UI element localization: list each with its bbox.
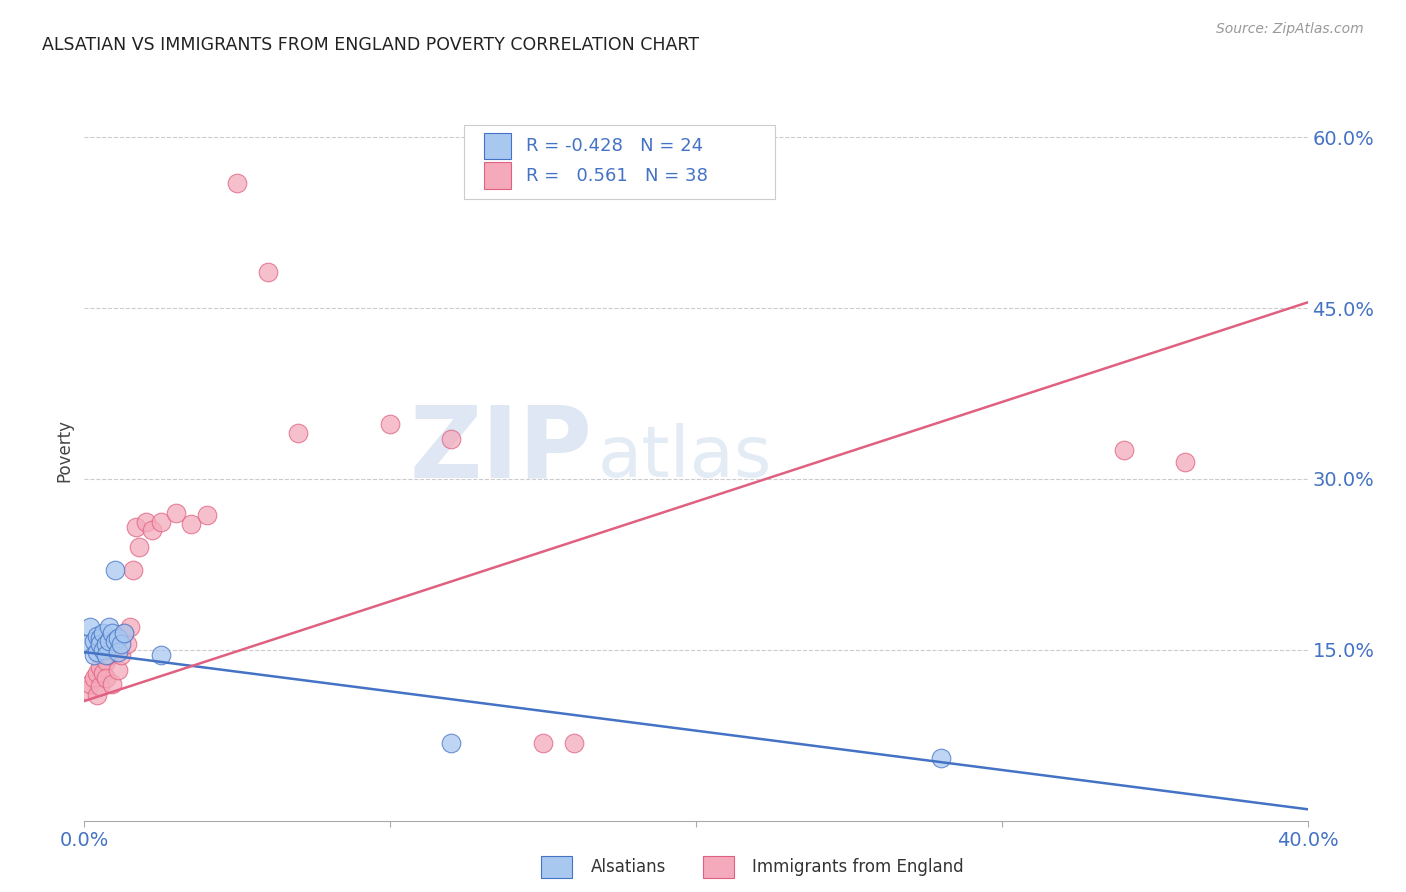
Point (97, 633, 120, 648)
Point (257, 265, 280, 279)
Point (89, 632, 111, 646)
Text: Alsatians: Alsatians (591, 858, 666, 876)
Point (97, 648, 120, 663)
Point (107, 663, 129, 677)
Point (86, 645, 108, 659)
Point (86, 665, 108, 680)
Text: Immigrants from England: Immigrants from England (752, 858, 965, 876)
Point (83, 648, 105, 663)
Point (89, 637, 111, 651)
Point (380, 417, 402, 432)
Point (76, 637, 98, 651)
Point (120, 620, 142, 634)
Point (1174, 455, 1197, 469)
Point (107, 645, 129, 659)
Text: ZIP: ZIP (409, 402, 592, 499)
Bar (484, 162, 512, 189)
Point (94, 637, 117, 651)
Point (128, 541, 150, 555)
Point (104, 645, 127, 659)
Point (110, 648, 132, 663)
Y-axis label: Poverty: Poverty (55, 419, 73, 482)
Point (83, 671, 105, 685)
Point (79, 620, 101, 634)
Point (1114, 443, 1136, 458)
Point (195, 508, 218, 523)
Point (86, 689, 108, 703)
Point (94, 671, 117, 685)
Point (107, 632, 129, 646)
Point (440, 736, 463, 750)
Point (165, 506, 187, 520)
Point (122, 563, 145, 577)
Point (112, 625, 135, 640)
Point (76, 682, 98, 697)
Text: R =   0.561   N = 38: R = 0.561 N = 38 (526, 167, 707, 185)
Point (149, 648, 172, 663)
Point (141, 523, 163, 537)
Point (110, 637, 132, 651)
Point (115, 637, 138, 651)
Point (287, 426, 309, 441)
Point (86, 629, 108, 643)
Point (929, 751, 952, 765)
Point (89, 679, 111, 693)
Point (91, 642, 114, 657)
Point (135, 515, 157, 529)
Text: Source: ZipAtlas.com: Source: ZipAtlas.com (1216, 22, 1364, 37)
Point (125, 520, 148, 534)
Point (91, 625, 114, 640)
Text: ALSATIAN VS IMMIGRANTS FROM ENGLAND POVERTY CORRELATION CHART: ALSATIAN VS IMMIGRANTS FROM ENGLAND POVE… (42, 36, 699, 54)
Point (104, 563, 127, 577)
Point (83, 633, 105, 648)
Point (94, 648, 117, 663)
Point (101, 677, 124, 691)
Bar (484, 133, 512, 160)
Point (79, 677, 101, 691)
Point (91, 665, 114, 680)
Text: atlas: atlas (598, 424, 772, 492)
Point (226, 176, 249, 190)
Point (89, 660, 111, 674)
Point (97, 620, 120, 634)
Point (149, 515, 172, 529)
Text: R = -0.428   N = 24: R = -0.428 N = 24 (526, 137, 703, 155)
Point (112, 625, 135, 640)
Point (440, 432, 463, 446)
Point (107, 632, 129, 646)
Point (180, 517, 202, 532)
Point (97, 637, 120, 651)
FancyBboxPatch shape (464, 125, 776, 199)
Point (94, 654, 117, 668)
Point (101, 625, 124, 640)
Point (562, 736, 585, 750)
Point (531, 736, 554, 750)
Point (104, 633, 127, 648)
